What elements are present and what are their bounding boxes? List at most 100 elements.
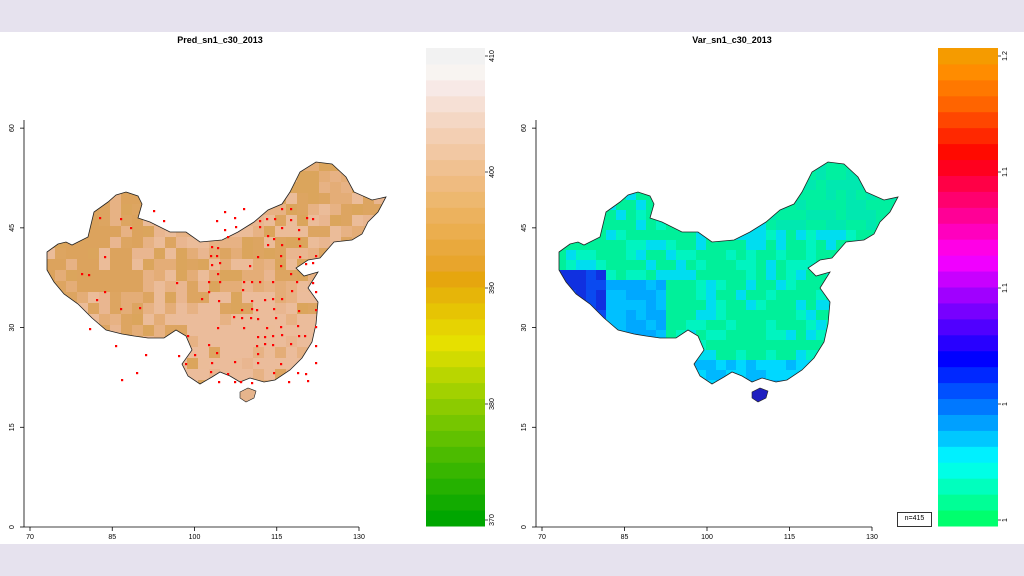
var-cell (766, 360, 776, 370)
var-cell (666, 180, 676, 190)
pred-cell (264, 171, 275, 182)
var-cell (736, 290, 746, 300)
var-cell (656, 300, 666, 310)
var-cell (766, 350, 776, 360)
var-cell (646, 360, 656, 370)
station-point (178, 355, 181, 358)
var-cell (626, 370, 636, 380)
station-point (211, 246, 214, 249)
pred-cell (176, 226, 187, 237)
var-cell (866, 220, 876, 230)
var-cell (586, 210, 596, 220)
pred-cell (308, 325, 319, 336)
var-cell (636, 280, 646, 290)
var-cell (586, 350, 596, 360)
station-point (208, 344, 211, 347)
pred-cell (165, 281, 176, 292)
var-cell (606, 360, 616, 370)
pred-cell (363, 303, 374, 314)
var-cell (796, 300, 806, 310)
pred-cell (330, 226, 341, 237)
pred-cell (154, 171, 165, 182)
var-cell (816, 310, 826, 320)
pred-cell (66, 193, 77, 204)
var-cell (786, 320, 796, 330)
pred-cell (253, 336, 264, 347)
x-tick-label: 85 (108, 534, 116, 541)
station-point (243, 281, 246, 284)
var-cell (586, 260, 596, 270)
pred-cell (242, 259, 253, 270)
var-cell (596, 240, 606, 250)
var-cell (796, 310, 806, 320)
pred-cell (319, 336, 330, 347)
pred-cell (55, 292, 66, 303)
var-cell (666, 190, 676, 200)
pred-cell (110, 325, 121, 336)
pred-cell (363, 171, 374, 182)
pred-cell (198, 162, 209, 171)
var-cell (896, 230, 898, 240)
pred-cell (110, 380, 121, 384)
var-cell (826, 390, 836, 400)
pred-cell (253, 193, 264, 204)
x-tick-label: 130 (353, 534, 365, 541)
var-cell (559, 240, 566, 250)
pred-cell (143, 281, 154, 292)
var-cell (616, 390, 626, 400)
pred-cell (55, 314, 66, 325)
var-cell (816, 370, 826, 380)
pred-cell (264, 303, 275, 314)
pred-cell (110, 369, 121, 380)
var-cell (836, 270, 846, 280)
var-cell (666, 230, 676, 240)
var-cell (826, 340, 836, 350)
colorbar-segment (426, 271, 485, 288)
station-point (264, 336, 267, 339)
var-cell (856, 390, 866, 400)
var-cell (676, 320, 686, 330)
colorbar-segment (938, 159, 998, 176)
var-cell (886, 200, 896, 210)
colorbar-tick-label: 1 (1002, 402, 1009, 406)
var-cell (866, 190, 876, 200)
var-cell (826, 170, 836, 180)
var-cell (866, 210, 876, 220)
var-cell (606, 260, 616, 270)
pred-cell (264, 248, 275, 259)
pred-cell (77, 182, 88, 193)
pred-cell (374, 259, 385, 270)
pred-cell (55, 325, 66, 336)
var-cell (736, 330, 746, 340)
station-point (272, 298, 275, 301)
pred-cell (242, 162, 253, 171)
pred-cell (297, 162, 308, 171)
pred-cell (363, 336, 374, 347)
pred-cell (286, 270, 297, 281)
pred-cell (121, 336, 132, 347)
colorbar-segment (426, 191, 485, 208)
var-cell (766, 310, 776, 320)
station-point (296, 281, 299, 284)
var-cell (636, 290, 646, 300)
colorbar-segment (938, 127, 998, 145)
pred-cell (198, 391, 209, 402)
pred-cell (231, 215, 242, 226)
station-point (290, 219, 293, 222)
var-cell (856, 350, 866, 360)
var-cell (559, 350, 566, 360)
pred-cell (374, 347, 385, 358)
var-cell (896, 330, 898, 340)
var-cell (586, 290, 596, 300)
var-cell (786, 380, 796, 384)
pred-cell (297, 281, 308, 292)
var-cell (646, 260, 656, 270)
var-cell (686, 170, 696, 180)
colorbar-segment (938, 48, 998, 65)
var-cell (876, 260, 886, 270)
var-cell (896, 180, 898, 190)
var-cell (596, 350, 606, 360)
pred-cell (55, 281, 66, 292)
station-point (281, 227, 284, 230)
